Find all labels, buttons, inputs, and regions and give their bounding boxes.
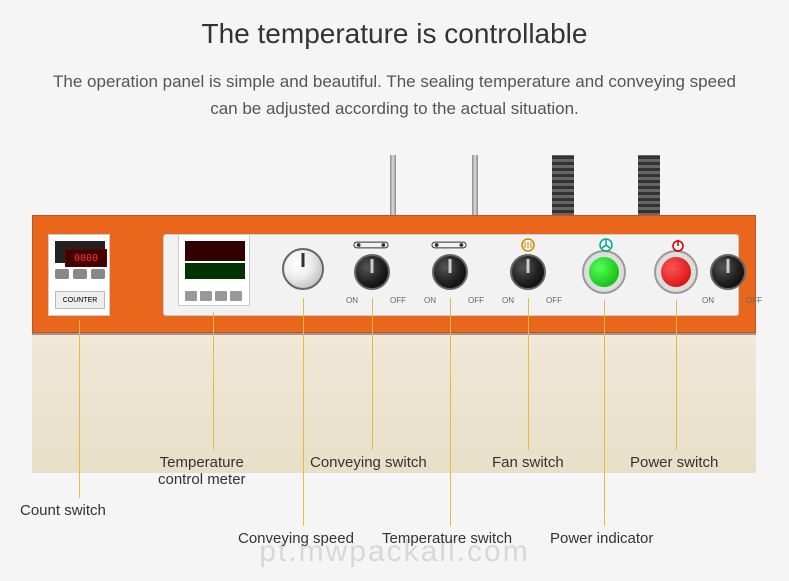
counter-display: 0000 bbox=[55, 241, 105, 263]
label-power-ind: Power indicator bbox=[550, 530, 653, 547]
onoff-label: ONOFF bbox=[424, 296, 484, 305]
heat-icon bbox=[518, 238, 538, 252]
counter-device: 0000 COUNTER bbox=[48, 234, 110, 316]
temperature-meter bbox=[178, 234, 250, 306]
counter-led-text: 0000 bbox=[66, 250, 106, 268]
counter-buttons bbox=[55, 269, 105, 279]
fan-switch-knob[interactable] bbox=[510, 254, 546, 290]
power-switch-button[interactable] bbox=[654, 250, 698, 294]
onoff-label: ONOFF bbox=[702, 296, 762, 305]
conveying-speed-knob[interactable] bbox=[282, 248, 324, 290]
leader-line bbox=[604, 300, 605, 526]
counter-btn[interactable] bbox=[91, 269, 105, 279]
leader-line bbox=[528, 298, 529, 450]
temp-btn[interactable] bbox=[185, 291, 197, 301]
watermark: pt.mwpackall.com bbox=[259, 535, 529, 569]
machine-body bbox=[32, 333, 756, 473]
leader-line bbox=[213, 312, 214, 450]
label-fan-switch: Fan switch bbox=[492, 454, 564, 471]
label-power-switch: Power switch bbox=[630, 454, 718, 471]
leader-line bbox=[676, 300, 677, 450]
power-switch-knob[interactable] bbox=[710, 254, 746, 290]
page-subtitle: The operation panel is simple and beauti… bbox=[0, 50, 789, 122]
conveying-switch-knob[interactable] bbox=[354, 254, 390, 290]
onoff-label: ONOFF bbox=[346, 296, 406, 305]
temp-buttons bbox=[185, 291, 245, 301]
onoff-label: ONOFF bbox=[502, 296, 562, 305]
counter-btn[interactable] bbox=[73, 269, 87, 279]
temp-btn[interactable] bbox=[215, 291, 227, 301]
leader-line bbox=[372, 298, 373, 450]
control-panel bbox=[32, 215, 756, 333]
temp-btn[interactable] bbox=[200, 291, 212, 301]
label-count-switch: Count switch bbox=[20, 502, 106, 519]
temp-led-2 bbox=[185, 263, 245, 279]
power-indicator-button bbox=[582, 250, 626, 294]
conveyor-icon bbox=[430, 238, 468, 252]
label-conv-switch: Conveying switch bbox=[310, 454, 427, 471]
temperature-switch-knob[interactable] bbox=[432, 254, 468, 290]
temp-led-1 bbox=[185, 241, 245, 261]
temp-btn[interactable] bbox=[230, 291, 242, 301]
leader-line bbox=[450, 298, 451, 526]
leader-line bbox=[79, 320, 80, 498]
fan-icon bbox=[596, 238, 616, 252]
conveyor-icon bbox=[352, 238, 390, 252]
counter-led: 0000 bbox=[65, 249, 107, 267]
counter-label: COUNTER bbox=[55, 291, 105, 309]
label-temp-meter: Temperature control meter bbox=[158, 454, 246, 488]
page-title: The temperature is controllable bbox=[0, 0, 789, 50]
power-icon bbox=[668, 238, 688, 252]
leader-line bbox=[303, 298, 304, 526]
counter-btn[interactable] bbox=[55, 269, 69, 279]
